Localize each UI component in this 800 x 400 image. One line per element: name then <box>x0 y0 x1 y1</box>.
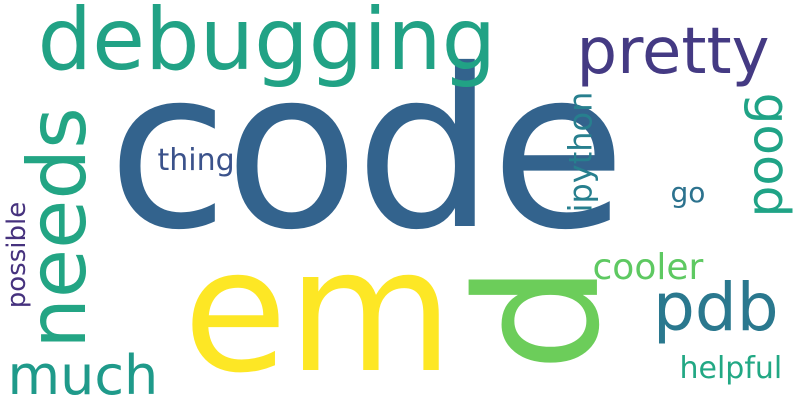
word-thing: thing <box>157 143 235 178</box>
word-possible: possible <box>2 201 33 309</box>
word-code: code <box>107 22 627 278</box>
word-pdb: pdb <box>653 269 779 346</box>
word-helpful: helpful <box>679 351 783 386</box>
word-go: go <box>670 176 706 209</box>
word-debugging: debugging <box>37 0 497 90</box>
word-pretty: pretty <box>576 15 770 89</box>
word-em: em <box>183 213 454 400</box>
word-cooler: cooler <box>592 247 704 288</box>
word-much: much <box>7 344 159 400</box>
word-ipython: ipython <box>560 91 599 213</box>
word-good: good <box>741 92 800 218</box>
